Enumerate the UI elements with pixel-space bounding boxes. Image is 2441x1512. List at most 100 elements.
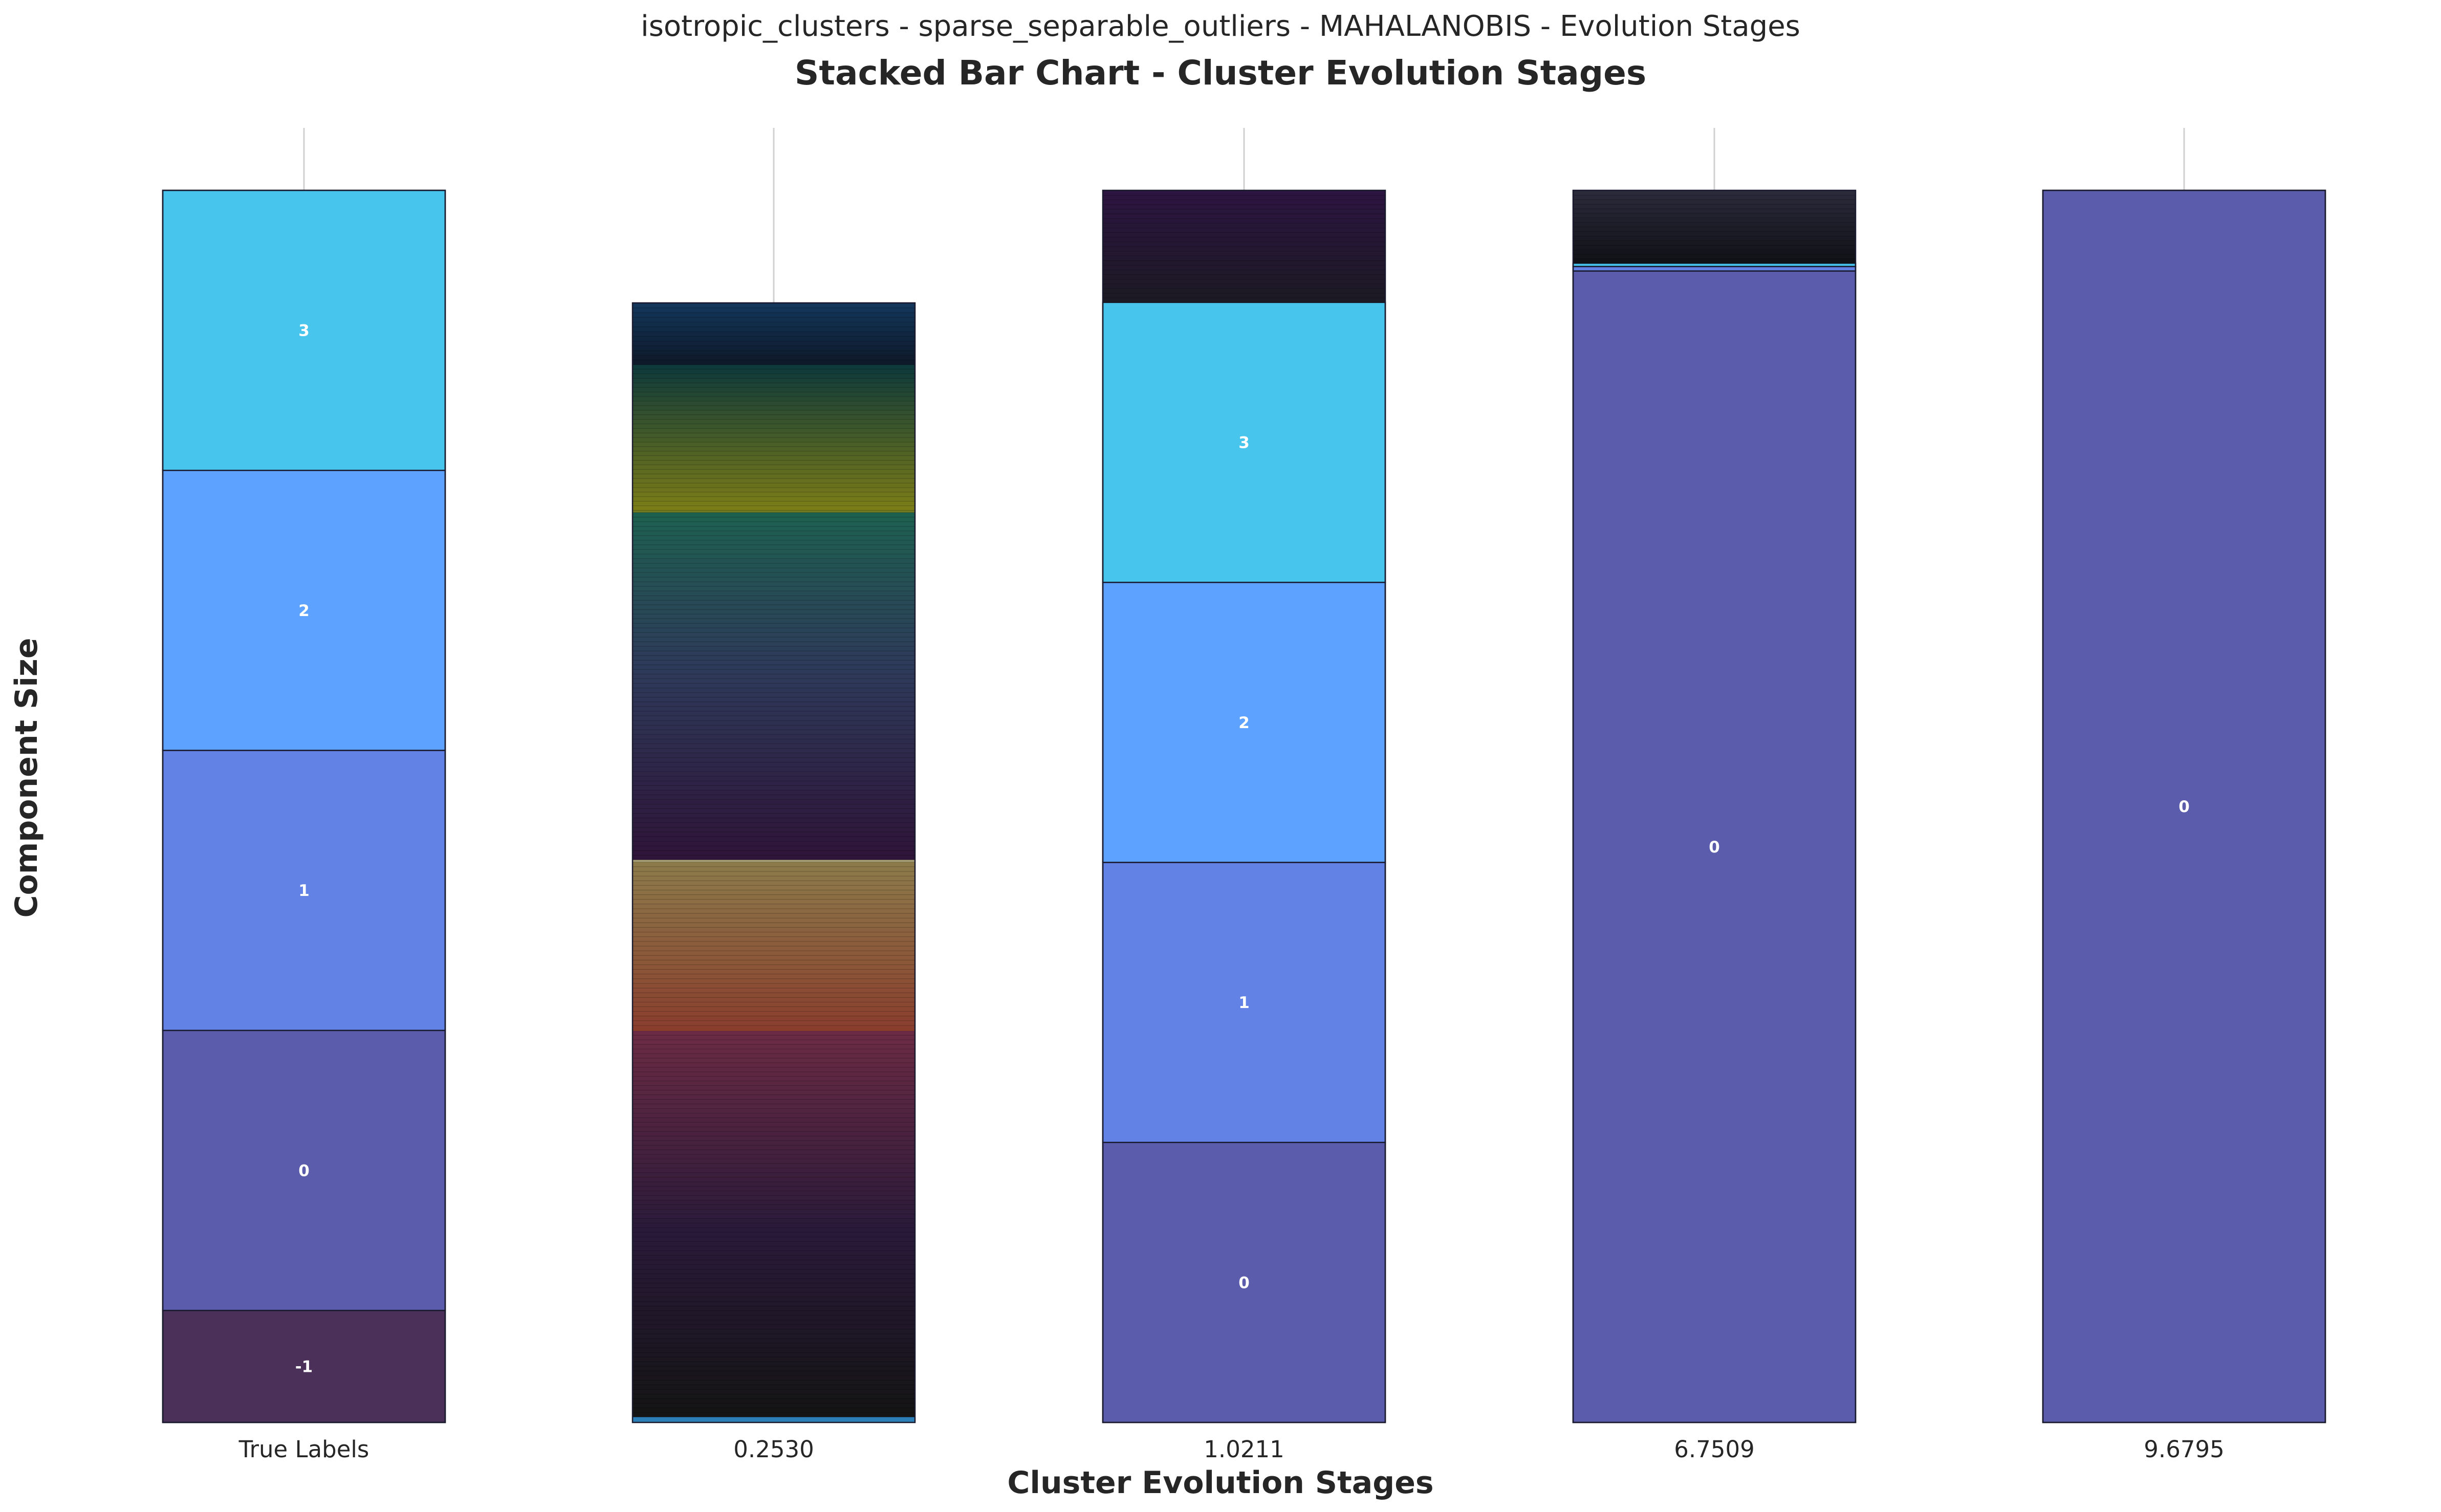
bar-component-stripe xyxy=(632,496,916,502)
bar-component-stripe xyxy=(632,469,916,474)
bar-component-stripe xyxy=(1102,213,1386,219)
bar-component-stripe xyxy=(632,861,916,867)
bar-component-stripe xyxy=(632,997,916,1002)
bar-component-stripe xyxy=(632,785,916,791)
bar-component-stripe xyxy=(632,1015,916,1021)
bar-segment xyxy=(1102,862,1386,1143)
bar-component-stripe xyxy=(632,1199,916,1206)
bar-component-stripe xyxy=(632,1389,916,1394)
bar-component-stripe xyxy=(1573,190,1856,195)
bar-component-stripe xyxy=(632,1264,916,1269)
bar-outline xyxy=(631,302,916,1423)
bar-component-stripe xyxy=(632,1048,916,1054)
bar-component-stripe xyxy=(1102,194,1386,201)
bar-component-stripe xyxy=(1573,222,1856,228)
bar-component-stripe xyxy=(632,931,916,937)
bar-component-stripe xyxy=(632,761,916,768)
bar-component-stripe xyxy=(632,1154,916,1159)
bar-component-stripe xyxy=(632,992,916,998)
bar-component-stripe xyxy=(632,836,916,842)
segment-label: 1 xyxy=(1238,994,1250,1012)
bar-component-stripe xyxy=(632,1195,916,1201)
bar-component-stripe xyxy=(1102,246,1386,252)
chart-title: Stacked Bar Chart - Cluster Evolution St… xyxy=(795,53,1646,93)
bar-component-stripe xyxy=(632,1370,916,1376)
bar-component-stripe xyxy=(632,946,916,951)
bar-component-stripe xyxy=(632,1020,916,1026)
bar-component-stripe xyxy=(632,771,916,777)
x-tick-labels: True Labels 0.2530 1.0211 6.7509 9.6795 xyxy=(238,1436,2225,1463)
bar-component-stripe xyxy=(632,1089,916,1095)
bar-component-stripe xyxy=(632,655,916,661)
bar-component-stripe xyxy=(632,549,916,555)
bar-component-stripe xyxy=(632,1375,916,1380)
bar-component-stripe xyxy=(632,1310,916,1316)
bar-component-stripe xyxy=(632,871,916,876)
bar-component-stripe xyxy=(632,590,916,596)
bar-component-stripe xyxy=(632,1039,916,1045)
bar-component-stripe xyxy=(632,950,916,956)
bar-component-stripe xyxy=(632,1301,916,1307)
bar-component-stripe xyxy=(632,1273,916,1279)
bar-component-stripe xyxy=(632,1126,916,1132)
bar-component-stripe xyxy=(632,1361,916,1367)
bar-component-stripe xyxy=(632,1278,916,1284)
bar-component-stripe xyxy=(632,988,916,993)
bar-component-stripe xyxy=(632,1076,916,1082)
chart-suptitle: isotropic_clusters - sparse_separable_ou… xyxy=(641,10,1800,43)
bar-component-stripe xyxy=(632,841,916,846)
bar-component-stripe xyxy=(1573,194,1856,200)
bar-component-stripe xyxy=(632,1030,916,1036)
bar-component-stripe xyxy=(632,600,916,605)
bar-component-stripe xyxy=(632,581,916,587)
bar-component-stripe xyxy=(632,428,916,433)
bar-component-stripe xyxy=(632,1305,916,1311)
bar-component-stripe xyxy=(632,487,916,493)
bar-component-stripe xyxy=(632,959,916,965)
bar-component-stripe xyxy=(632,450,916,456)
bar-component-stripe xyxy=(632,1176,916,1182)
bar-component-stripe xyxy=(632,1352,916,1357)
bar-component-stripe xyxy=(1102,190,1386,196)
bar-component-stripe xyxy=(632,572,916,578)
bar-component-stripe xyxy=(632,1181,916,1187)
bar-component-stripe xyxy=(632,692,916,698)
bar-component-stripe xyxy=(632,609,916,615)
bar-component-stripe xyxy=(632,1053,916,1059)
bar-component-stripe xyxy=(1573,245,1856,250)
bar-component-stripe xyxy=(632,312,916,318)
bar-component-stripe xyxy=(632,302,916,309)
bar-component-stripe xyxy=(1102,208,1386,214)
bar-component-stripe xyxy=(632,1218,916,1223)
segment-label: 3 xyxy=(1238,434,1250,452)
bar-component-stripe xyxy=(632,345,916,351)
bar-component-stripe xyxy=(1102,283,1386,289)
bar-component-stripe xyxy=(632,1140,916,1146)
bar-component-stripe xyxy=(632,637,916,642)
bar-component-stripe xyxy=(632,1232,916,1237)
bar-component-stripe xyxy=(632,766,916,772)
bar-stack xyxy=(162,189,446,1423)
bar-component-stripe xyxy=(632,1255,916,1260)
bar-component-stripe xyxy=(632,1356,916,1362)
bar-component-stripe xyxy=(632,696,916,703)
bar-component-stripe xyxy=(632,1103,916,1109)
bar-component-stripe xyxy=(632,442,916,447)
bar-component-stripe xyxy=(632,683,916,689)
bar-component-stripe xyxy=(632,1080,916,1086)
bar-component-stripe xyxy=(632,326,916,332)
bar-outline xyxy=(1572,189,1857,1423)
bar-component-stripe xyxy=(632,613,916,619)
bar-component-stripe xyxy=(632,525,916,532)
bar-component-stripe xyxy=(632,725,916,730)
bar-component-stripe xyxy=(1573,258,1856,264)
bar-component-stripe xyxy=(632,459,916,465)
segment-label: 0 xyxy=(298,1162,310,1180)
bar-segment xyxy=(1572,262,1857,268)
bar-component-stripe xyxy=(632,880,916,886)
bar-component-stripe xyxy=(632,1163,916,1169)
bar-component-stripe xyxy=(632,1108,916,1113)
bar-component-stripe xyxy=(632,563,916,568)
bar-component-stripe xyxy=(632,706,916,712)
